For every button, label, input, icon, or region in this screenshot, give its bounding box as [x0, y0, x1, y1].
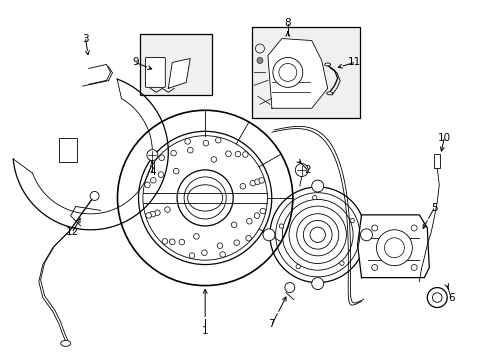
Circle shape: [173, 168, 179, 174]
Circle shape: [376, 230, 411, 266]
Circle shape: [220, 252, 225, 257]
Circle shape: [187, 147, 193, 153]
Text: 8: 8: [284, 18, 290, 28]
Circle shape: [349, 218, 354, 223]
Circle shape: [145, 213, 151, 218]
Circle shape: [162, 239, 167, 244]
Circle shape: [240, 184, 245, 189]
FancyBboxPatch shape: [145, 58, 165, 87]
Bar: [59, 138, 77, 162]
Circle shape: [410, 225, 416, 231]
Circle shape: [159, 155, 164, 161]
Circle shape: [170, 150, 176, 156]
Polygon shape: [168, 58, 190, 88]
Polygon shape: [267, 39, 327, 108]
Circle shape: [184, 139, 190, 144]
Circle shape: [215, 138, 221, 143]
Circle shape: [235, 151, 240, 157]
Circle shape: [339, 261, 344, 265]
Circle shape: [164, 207, 170, 212]
Circle shape: [311, 180, 323, 192]
Circle shape: [158, 172, 163, 177]
Circle shape: [371, 225, 377, 231]
Polygon shape: [357, 215, 428, 278]
Text: 4: 4: [149, 167, 155, 177]
Circle shape: [233, 240, 239, 246]
Circle shape: [371, 265, 377, 270]
Circle shape: [258, 177, 264, 183]
Circle shape: [246, 219, 252, 224]
Circle shape: [279, 224, 283, 228]
Text: 7: 7: [268, 319, 275, 329]
Bar: [251, 27, 359, 118]
Text: 3: 3: [82, 33, 89, 44]
Circle shape: [260, 208, 265, 214]
Circle shape: [312, 195, 316, 200]
Circle shape: [272, 58, 302, 87]
Text: 10: 10: [437, 133, 450, 143]
Circle shape: [150, 177, 156, 183]
Ellipse shape: [61, 340, 71, 346]
Circle shape: [269, 187, 365, 283]
Circle shape: [211, 157, 216, 162]
Circle shape: [285, 283, 294, 293]
Circle shape: [256, 58, 263, 63]
Circle shape: [154, 210, 160, 216]
Bar: [140, 33, 212, 95]
Circle shape: [410, 265, 416, 270]
Circle shape: [242, 152, 247, 157]
Ellipse shape: [324, 63, 330, 66]
Circle shape: [254, 213, 259, 219]
Circle shape: [427, 288, 447, 307]
Circle shape: [360, 229, 372, 241]
Text: 12: 12: [66, 227, 79, 237]
Ellipse shape: [326, 92, 332, 95]
Circle shape: [179, 239, 184, 245]
Circle shape: [245, 235, 251, 241]
Bar: [433, 154, 439, 168]
Text: 9: 9: [132, 58, 139, 67]
Circle shape: [144, 182, 150, 188]
Circle shape: [193, 234, 199, 239]
Text: 5: 5: [430, 203, 437, 213]
Circle shape: [189, 253, 194, 258]
Circle shape: [217, 243, 222, 248]
Circle shape: [203, 140, 208, 146]
Text: 1: 1: [202, 327, 208, 336]
Circle shape: [225, 151, 231, 157]
Circle shape: [249, 180, 255, 186]
Circle shape: [295, 264, 300, 269]
Circle shape: [263, 229, 274, 241]
Circle shape: [201, 250, 207, 256]
Circle shape: [146, 150, 158, 161]
Circle shape: [311, 278, 323, 289]
Text: 11: 11: [347, 58, 361, 67]
Circle shape: [231, 222, 236, 228]
Circle shape: [150, 211, 155, 217]
Circle shape: [90, 192, 99, 201]
Circle shape: [295, 163, 307, 176]
Circle shape: [254, 179, 260, 185]
Text: 2: 2: [304, 165, 310, 175]
Circle shape: [169, 239, 175, 244]
Text: 6: 6: [447, 293, 453, 302]
